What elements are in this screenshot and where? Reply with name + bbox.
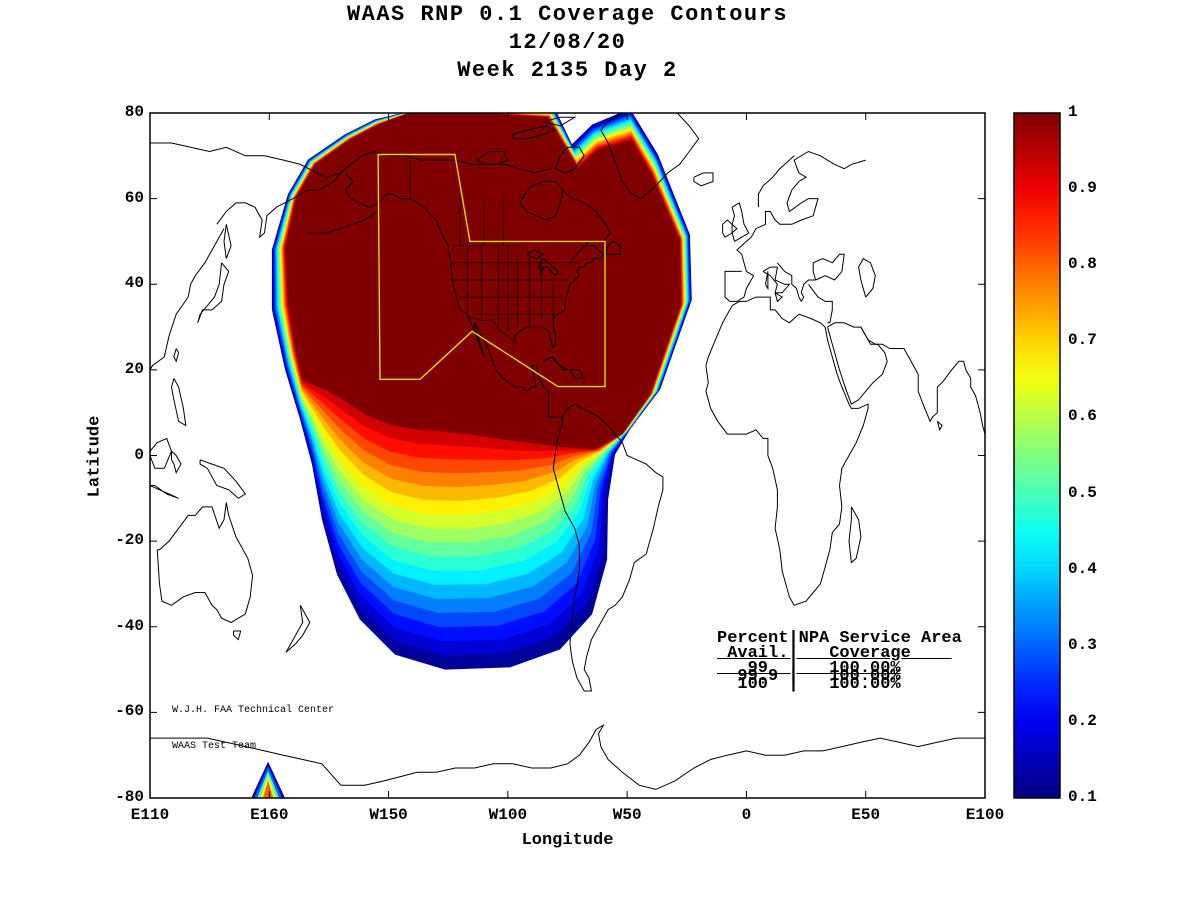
coastline-ireland: [722, 219, 733, 238]
colorbar-tick-label-0.4: 0.4: [1068, 559, 1097, 578]
coastline-new-zealand: [285, 605, 311, 653]
coastline-arabia: [827, 322, 888, 405]
coastline-antarctica: [150, 723, 985, 790]
coastline-sakhalin: [223, 224, 232, 259]
availability-table-subheader: Avail.| Coverage: [717, 644, 952, 663]
coastline-new-guinea: [199, 459, 247, 499]
y-tick-label-40: 40: [124, 274, 144, 293]
coastline-st-lawrence: [569, 245, 604, 264]
y-tick-label-20: 20: [124, 359, 144, 378]
figure-date: 12/08/20: [508, 30, 627, 55]
availability-row-99-9: 99.9 | 100.00%: [717, 667, 901, 686]
map-layers: [150, 113, 985, 798]
coastline-na-west-coast: [435, 219, 564, 422]
coastline-hispaniola: [569, 369, 586, 379]
coastline-aleutians: [307, 211, 377, 234]
coastline-uk: [731, 202, 750, 242]
availability-table: Percent|NPA Service Area Avail.| Coverag…: [717, 629, 962, 694]
coastline-africa: [705, 296, 869, 606]
credit-line-1: W.J.H. FAA Technical Center: [172, 705, 335, 716]
coastline-sulawesi: [171, 450, 182, 474]
y-tick-label--80: -80: [115, 788, 144, 806]
x-tick-label-E100: E100: [965, 806, 1005, 824]
y-tick-label--20: -20: [115, 531, 144, 550]
coastline-greenland: [600, 113, 700, 200]
coastline-europe-north: [750, 150, 866, 238]
colorbar-tick-label-0.8: 0.8: [1068, 255, 1097, 274]
coastline-sardinia: [764, 271, 769, 291]
coastline-turkey-levant: [808, 284, 833, 324]
coastline-newfoundland: [605, 240, 621, 255]
coastline-japan: [197, 262, 230, 323]
figure-title: WAAS RNP 0.1 Coverage Contours: [346, 2, 789, 27]
coastline-madagascar: [848, 506, 862, 564]
coastline-arctic-coast-na: [340, 150, 551, 174]
y-tick-label-0: 0: [134, 445, 144, 464]
coastline-arctic-islands: [512, 125, 557, 140]
coastline-asia-east-coast: [150, 228, 225, 371]
colorbar-tick-label-0.9: 0.9: [1068, 179, 1097, 198]
coastline-hudson-bay: [519, 181, 564, 221]
coastline-great-lakes-west: [526, 249, 545, 260]
availability-table-header: Percent|NPA Service Area: [717, 629, 962, 648]
coastline-caspian: [858, 257, 876, 298]
coastline-philippines: [170, 378, 187, 427]
y-tick-label-80: 80: [124, 103, 144, 121]
colorbar-tick-label-0.1: 0.1: [1068, 788, 1097, 806]
coastline-norway: [757, 155, 795, 208]
coastline-victoria-island: [476, 151, 509, 165]
coastline-chukotka-kamchatka: [216, 172, 342, 239]
x-tick-label-W100: W100: [488, 806, 528, 824]
colorbar-tick-label-0.6: 0.6: [1068, 407, 1097, 426]
availability-row-100: 100 | 100.00%: [717, 675, 901, 694]
coastline-iran-south-asia: [860, 326, 985, 435]
border-us-mexico-border: [467, 316, 516, 345]
coastline-siberia-north: [150, 142, 342, 178]
x-tick-label-W50: W50: [612, 806, 642, 824]
x-tick-label-E50: E50: [851, 806, 881, 824]
y-tick-label--60: -60: [115, 702, 144, 721]
coastline-baffin-island: [555, 146, 585, 174]
y-tick-label--40: -40: [115, 616, 144, 635]
coastline-south-america: [552, 403, 664, 692]
coastline-adriatic-greece: [777, 262, 816, 303]
x-tick-label-E160: E160: [250, 806, 289, 824]
coastline-borneo: [150, 437, 173, 469]
antarctic-contour-spike: [262, 780, 274, 798]
coastline-great-lakes-east: [538, 257, 559, 277]
npa-service-area-boundary: [377, 153, 606, 388]
coastline-us-gulf-east-coast: [514, 254, 604, 350]
colorbar-tick-label-0.2: 0.2: [1068, 711, 1097, 730]
y-tick-label-60: 60: [124, 188, 144, 207]
coastline-tasmania: [233, 630, 242, 641]
contour-band-0.95: [285, 113, 682, 450]
colorbar-tick-label-0.5: 0.5: [1068, 483, 1097, 502]
coastline-italy: [762, 266, 791, 294]
coastline-sicily: [774, 292, 784, 303]
x-tick-label-0: 0: [741, 806, 752, 824]
coastline-black-sea: [812, 253, 845, 281]
colorbar: [1014, 113, 1060, 798]
coastline-taiwan: [173, 348, 180, 363]
credit-line-2: WAAS Test Team: [172, 741, 257, 752]
colorbar-tick-label-0.3: 0.3: [1068, 635, 1097, 654]
coastline-alaska-south: [344, 172, 437, 221]
credit-block: W.J.H. FAA Technical Center WAAS Test Te…: [172, 681, 334, 777]
coastline-iceland: [693, 172, 714, 187]
colorbar-border: [1013, 112, 1061, 799]
x-tick-label-E110: E110: [130, 806, 170, 824]
x-tick-label-W150: W150: [369, 806, 408, 824]
figure-week-day: Week 2135 Day 2: [457, 58, 678, 83]
coastline-cuba: [543, 356, 570, 371]
x-axis-label: Longitude: [521, 831, 614, 850]
coastline-java: [150, 485, 179, 499]
colorbar-tick-label-1: 1: [1068, 103, 1078, 121]
coastline-iberia-france: [724, 236, 755, 302]
colorbar-tick-label-0.7: 0.7: [1068, 331, 1097, 350]
coastline-australia: [156, 502, 254, 624]
coastline-ellesmere: [543, 116, 577, 127]
coastline-sri-lanka: [936, 420, 943, 432]
